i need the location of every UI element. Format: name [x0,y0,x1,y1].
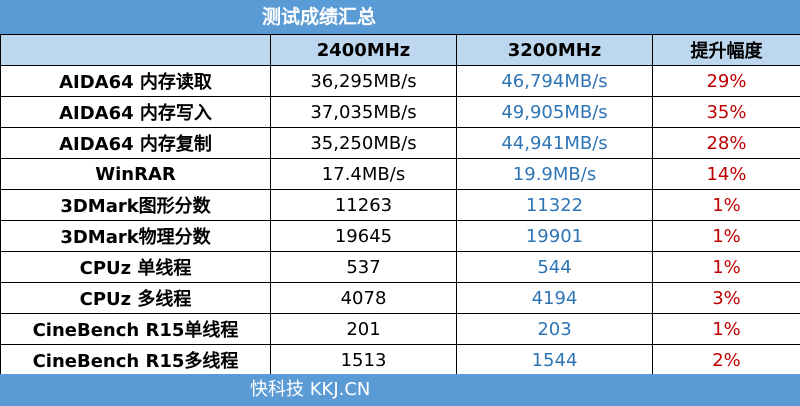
table-row: AIDA64 内存写入 37,035MB/s 49,905MB/s 35% [0,96,800,128]
value-3200mhz: 46,794MB/s [456,65,653,97]
value-2400mhz: 36,295MB/s [270,65,457,97]
gain-percent: 35% [652,96,800,128]
table-row: AIDA64 内存复制 35,250MB/s 44,941MB/s 28% [0,127,800,159]
table-row: CPUz 单线程 537 544 1% [0,251,800,283]
test-name: 3DMark图形分数 [0,189,271,221]
value-3200mhz: 44,941MB/s [456,127,653,159]
gain-percent: 1% [652,251,800,283]
test-name: CPUz 多线程 [0,282,271,314]
gain-percent: 2% [652,344,800,376]
value-2400mhz: 4078 [270,282,457,314]
test-name: CineBench R15单线程 [0,313,271,345]
value-2400mhz: 11263 [270,189,457,221]
value-3200mhz: 1544 [456,344,653,376]
test-name: AIDA64 内存复制 [0,127,271,159]
gain-percent: 1% [652,313,800,345]
footer-watermark: 快科技 KKJ.CN [0,374,800,406]
table-row: AIDA64 内存读取 36,295MB/s 46,794MB/s 29% [0,65,800,97]
test-name: CPUz 单线程 [0,251,271,283]
table-row: CPUz 多线程 4078 4194 3% [0,282,800,314]
test-name: AIDA64 内存读取 [0,65,271,97]
gain-percent: 1% [652,220,800,252]
value-3200mhz: 19901 [456,220,653,252]
value-2400mhz: 19645 [270,220,457,252]
gain-percent: 3% [652,282,800,314]
test-name: 3DMark物理分数 [0,220,271,252]
value-2400mhz: 201 [270,313,457,345]
value-2400mhz: 1513 [270,344,457,376]
value-3200mhz: 11322 [456,189,653,221]
test-name: AIDA64 内存写入 [0,96,271,128]
table-row: 3DMark物理分数 19645 19901 1% [0,220,800,252]
column-header-row: 2400MHz 3200MHz 提升幅度 [0,34,800,66]
results-table: 2400MHz 3200MHz 提升幅度 AIDA64 内存读取 36,295M… [0,34,800,376]
test-name: CineBench R15多线程 [0,344,271,376]
table-row: CineBench R15多线程 1513 1544 2% [0,344,800,376]
value-3200mhz: 19.9MB/s [456,158,653,190]
gain-percent: 1% [652,189,800,221]
gain-percent: 28% [652,127,800,159]
column-header-2400mhz: 2400MHz [270,34,457,66]
table-row: 3DMark图形分数 11263 11322 1% [0,189,800,221]
value-3200mhz: 4194 [456,282,653,314]
value-3200mhz: 203 [456,313,653,345]
summary-title: 测试成绩汇总 [0,0,800,34]
value-2400mhz: 35,250MB/s [270,127,457,159]
value-2400mhz: 17.4MB/s [270,158,457,190]
test-name: WinRAR [0,158,271,190]
column-header-gain: 提升幅度 [652,34,800,66]
table-row: CineBench R15单线程 201 203 1% [0,313,800,345]
value-3200mhz: 544 [456,251,653,283]
gain-percent: 14% [652,158,800,190]
table-row: WinRAR 17.4MB/s 19.9MB/s 14% [0,158,800,190]
column-header-3200mhz: 3200MHz [456,34,653,66]
value-2400mhz: 537 [270,251,457,283]
column-header-test [0,34,271,66]
value-3200mhz: 49,905MB/s [456,96,653,128]
value-2400mhz: 37,035MB/s [270,96,457,128]
gain-percent: 29% [652,65,800,97]
